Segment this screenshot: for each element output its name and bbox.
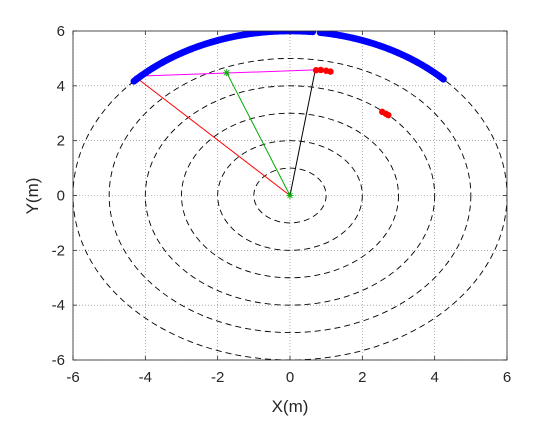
axis-ticks: -6 -4 -2 0 2 4 6 -6 -4 -2 0 2 4 6 bbox=[52, 23, 512, 386]
x-axis-label: X(m) bbox=[272, 397, 309, 416]
star-marker bbox=[286, 192, 294, 199]
red-point bbox=[385, 111, 392, 119]
x-tick-label: -2 bbox=[211, 369, 224, 386]
red-points bbox=[312, 66, 392, 119]
x-tick-label: -6 bbox=[66, 369, 79, 386]
red-point bbox=[317, 66, 324, 74]
star-marker bbox=[223, 69, 231, 77]
star-marker-stroke bbox=[223, 69, 230, 76]
blue-point bbox=[316, 31, 324, 36]
x-tick-label: -4 bbox=[139, 369, 152, 386]
red-point bbox=[312, 67, 320, 74]
markers bbox=[223, 69, 294, 199]
range-ring bbox=[217, 140, 363, 251]
green-segment bbox=[226, 72, 291, 196]
y-axis-label: Y(m) bbox=[23, 178, 42, 215]
star-marker-stroke bbox=[287, 192, 293, 199]
black-segment bbox=[289, 69, 316, 196]
blue-point bbox=[130, 77, 138, 85]
x-tick-label: 0 bbox=[286, 369, 294, 386]
blue-arc-points bbox=[130, 31, 447, 85]
y-tick-label: 0 bbox=[57, 188, 65, 205]
x-tick-label: 2 bbox=[358, 369, 366, 386]
y-tick-label: 4 bbox=[57, 78, 65, 95]
y-tick-label: 6 bbox=[57, 23, 65, 40]
range-ring bbox=[181, 112, 399, 279]
range-rings bbox=[73, 31, 507, 360]
range-ring bbox=[144, 85, 436, 306]
red-point bbox=[327, 68, 334, 75]
range-ring bbox=[108, 57, 472, 334]
y-tick-label: -4 bbox=[52, 297, 65, 314]
red-segment bbox=[134, 75, 291, 196]
plot-content bbox=[73, 31, 507, 360]
y-tick-label: 2 bbox=[57, 133, 65, 150]
y-tick-label: -2 bbox=[52, 242, 65, 259]
x-tick-label: 4 bbox=[430, 369, 438, 386]
range-ring bbox=[253, 167, 327, 224]
y-tick-label: -6 bbox=[52, 352, 65, 369]
x-tick-label: 6 bbox=[503, 369, 511, 386]
